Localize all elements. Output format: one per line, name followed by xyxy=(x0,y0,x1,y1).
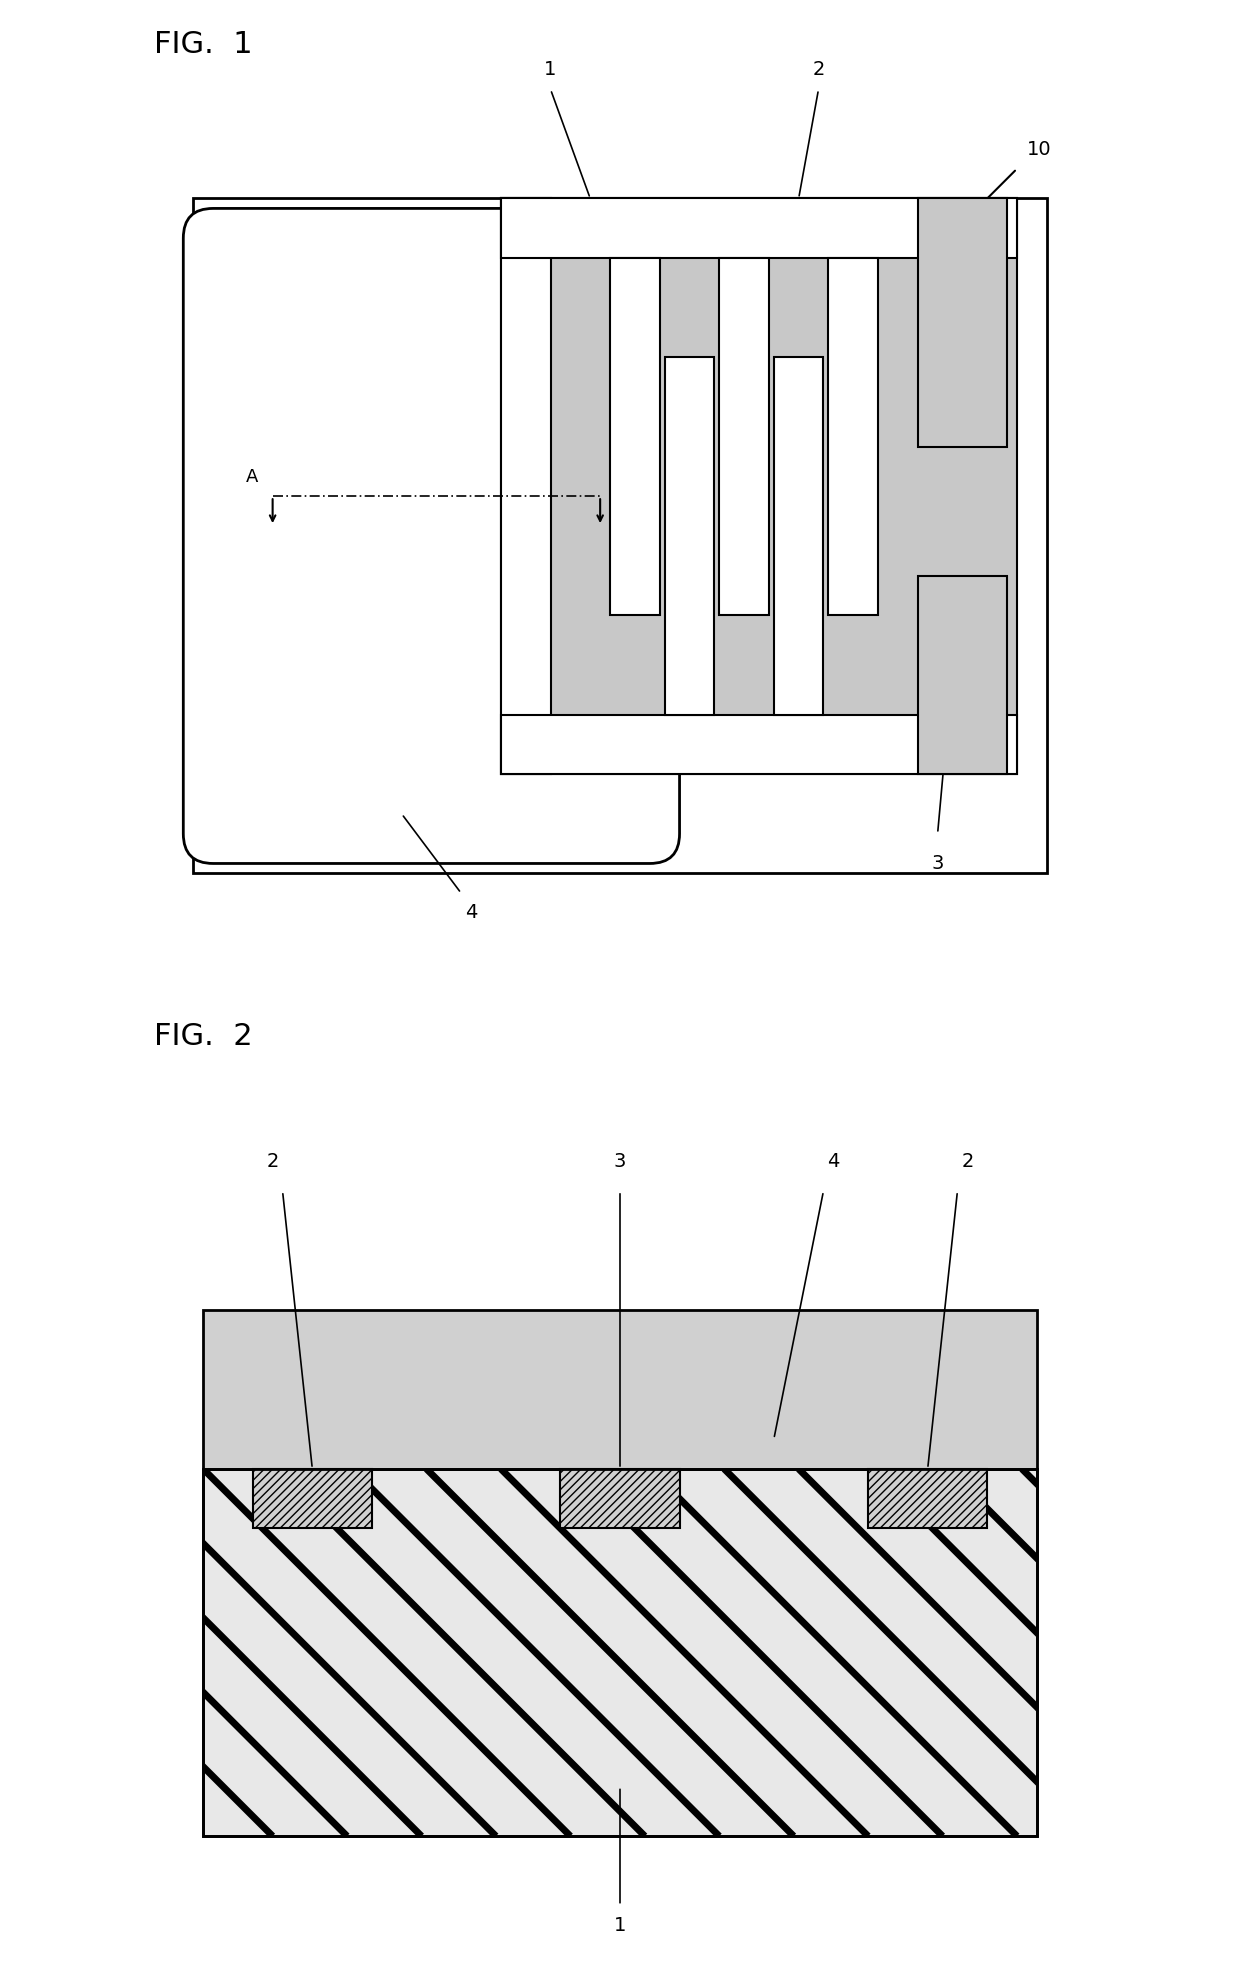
Bar xyxy=(203,1310,1037,1469)
Bar xyxy=(828,258,878,615)
Text: 2: 2 xyxy=(961,1151,973,1171)
Bar xyxy=(501,198,551,774)
Bar xyxy=(918,576,1007,774)
Bar xyxy=(868,1469,987,1528)
Text: 3: 3 xyxy=(614,1151,626,1171)
Bar xyxy=(868,1469,987,1528)
Text: 2: 2 xyxy=(812,60,825,79)
Bar xyxy=(918,198,1007,447)
Bar xyxy=(501,198,1017,258)
Text: FIG.  2: FIG. 2 xyxy=(154,1022,252,1052)
FancyBboxPatch shape xyxy=(184,208,680,863)
Text: A: A xyxy=(246,468,258,486)
Bar xyxy=(560,1469,680,1528)
Bar xyxy=(203,1469,1037,1836)
Bar xyxy=(918,198,1007,447)
Text: 1: 1 xyxy=(544,60,557,79)
Bar xyxy=(774,357,823,715)
Text: A': A' xyxy=(610,468,627,486)
Text: 2: 2 xyxy=(267,1151,279,1171)
Bar xyxy=(610,258,660,615)
Bar xyxy=(719,258,769,615)
Text: 4: 4 xyxy=(465,903,477,923)
Bar xyxy=(203,1469,1037,1836)
Bar xyxy=(501,715,1017,774)
Text: FIG.  1: FIG. 1 xyxy=(154,30,252,60)
Bar xyxy=(501,198,1017,774)
Text: 1: 1 xyxy=(614,1916,626,1935)
Bar xyxy=(193,198,1047,873)
Bar xyxy=(665,357,714,715)
Text: 3: 3 xyxy=(931,854,944,873)
Bar xyxy=(253,1469,372,1528)
Bar xyxy=(253,1469,372,1528)
Bar xyxy=(501,198,1017,774)
Text: 4: 4 xyxy=(827,1151,839,1171)
Bar xyxy=(203,1310,1037,1469)
Text: 10: 10 xyxy=(1027,139,1052,159)
Bar xyxy=(560,1469,680,1528)
Bar xyxy=(918,576,1007,774)
